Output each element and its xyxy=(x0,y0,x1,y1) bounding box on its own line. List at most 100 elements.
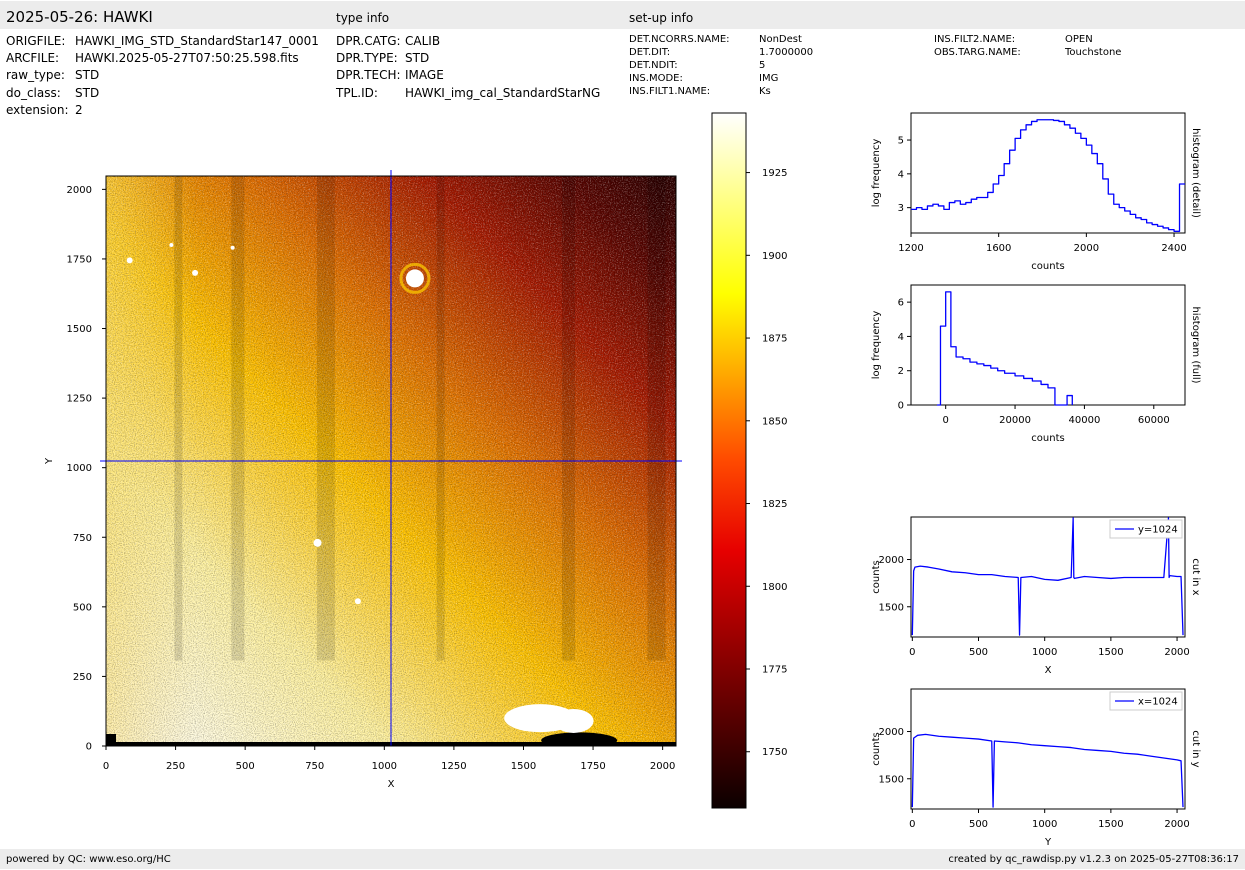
x-tick-label: 1250 xyxy=(441,761,466,772)
y-tick-label: 750 xyxy=(73,533,92,544)
x-tick-label: 2000 xyxy=(650,761,675,772)
x-tick-label: 0 xyxy=(942,415,948,426)
info-key: ARCFILE: xyxy=(6,51,60,65)
info-value: STD xyxy=(405,51,430,65)
y-axis-label: counts xyxy=(871,732,882,765)
info-value: HAWKI.2025-05-27T07:50:25.598.fits xyxy=(75,51,299,65)
x-tick-label: 40000 xyxy=(1069,415,1101,426)
y-tick-label: 1250 xyxy=(67,394,92,405)
y-tick-label: 0 xyxy=(86,742,92,753)
colorbar-tick-label: 1875 xyxy=(762,334,787,345)
y-tick-label: 1750 xyxy=(67,254,92,265)
x-tick-label: 0 xyxy=(909,647,915,658)
x-tick-label: 1500 xyxy=(1098,819,1123,830)
info-value: Ks xyxy=(759,86,771,97)
footer-created: created by qc_rawdisp.py v1.2.3 on 2025-… xyxy=(948,854,1239,865)
right-panel-label: histogram (full) xyxy=(1190,306,1201,383)
colorbar-tick-label: 1900 xyxy=(762,251,787,262)
y-axis-label: Y xyxy=(44,457,55,465)
y-tick-label: 3 xyxy=(898,203,904,214)
y-tick-label: 1500 xyxy=(879,602,904,613)
right-panel-label: histogram (detail) xyxy=(1190,128,1201,218)
plot-frame xyxy=(910,112,1186,234)
x-tick-label: 2000 xyxy=(1164,647,1189,658)
x-tick-label: 1200 xyxy=(898,243,923,254)
x-axis-label: counts xyxy=(1031,261,1064,272)
x-tick-label: 1000 xyxy=(1032,647,1057,658)
info-value: NonDest xyxy=(759,34,802,45)
x-tick-label: 1750 xyxy=(580,761,605,772)
info-key: raw_type: xyxy=(6,68,65,82)
image-stripe xyxy=(316,176,335,661)
info-key: INS.MODE: xyxy=(629,73,683,84)
point-source xyxy=(354,598,361,605)
y-tick-label: 2000 xyxy=(879,727,904,738)
footer-bar xyxy=(0,849,1245,869)
colorbar xyxy=(711,112,747,809)
x-tick-label: 2000 xyxy=(1164,819,1189,830)
type-info-heading: type info xyxy=(336,11,390,25)
histogram-full xyxy=(907,284,1186,409)
info-value: 2 xyxy=(75,103,83,117)
colorbar-tick-label: 1800 xyxy=(762,582,787,593)
right-panel-label: cut in x xyxy=(1190,558,1201,595)
point-source xyxy=(126,257,133,264)
y-tick-label: 4 xyxy=(898,169,904,180)
info-key: DET.DIT: xyxy=(629,47,671,58)
y-axis-label: log frequency xyxy=(871,139,882,208)
info-value: HAWKI_IMG_STD_StandardStar147_0001 xyxy=(75,34,319,48)
setup-info-heading: set-up info xyxy=(629,11,694,25)
colorbar-tick-label: 1775 xyxy=(762,665,787,676)
series-line xyxy=(937,291,1073,406)
info-key: TPL.ID: xyxy=(336,86,378,100)
star-halo xyxy=(399,262,431,294)
info-key: INS.FILT1.NAME: xyxy=(629,86,711,97)
y-tick-label: 250 xyxy=(73,672,92,683)
info-key: DPR.CATG: xyxy=(336,34,401,48)
legend-box xyxy=(1109,519,1183,539)
cut-in-x xyxy=(907,516,1186,641)
x-axis-label: Y xyxy=(1044,837,1052,848)
legend-box xyxy=(1109,691,1183,711)
info-value: 1.7000000 xyxy=(759,47,814,58)
info-key: DET.NDIT: xyxy=(629,60,678,71)
x-tick-label: 60000 xyxy=(1138,415,1170,426)
right-panel-label: cut in y xyxy=(1190,730,1201,767)
x-tick-label: 1500 xyxy=(1098,647,1123,658)
y-tick-label: 2 xyxy=(898,366,904,377)
point-source xyxy=(192,269,199,276)
colorbar-tick-label: 1850 xyxy=(762,416,787,427)
y-axis-label: log frequency xyxy=(871,311,882,380)
x-tick-label: 500 xyxy=(969,819,988,830)
info-value: STD xyxy=(75,86,100,100)
x-tick-label: 2000 xyxy=(1074,243,1099,254)
info-value: STD xyxy=(75,68,100,82)
info-key: DPR.TECH: xyxy=(336,68,401,82)
point-source xyxy=(169,243,174,248)
info-key: DPR.TYPE: xyxy=(336,51,398,65)
x-tick-label: 750 xyxy=(305,761,324,772)
info-value: OPEN xyxy=(1065,34,1093,45)
histogram-detail xyxy=(907,112,1186,237)
colorbar-tick-label: 1925 xyxy=(762,168,787,179)
y-tick-label: 2000 xyxy=(67,185,92,196)
x-tick-label: 1000 xyxy=(1032,819,1057,830)
x-axis-label: X xyxy=(1045,665,1052,676)
star-source xyxy=(405,269,424,288)
y-axis-label: counts xyxy=(871,560,882,593)
info-value: IMG xyxy=(759,73,779,84)
info-key: OBS.TARG.NAME: xyxy=(934,47,1021,58)
image-stripe xyxy=(231,176,245,661)
page-title: 2025-05-26: HAWKI xyxy=(6,8,153,26)
info-value: HAWKI_img_cal_StandardStarNG xyxy=(405,86,601,100)
point-source xyxy=(230,245,235,250)
x-tick-label: 0 xyxy=(909,819,915,830)
y-tick-label: 6 xyxy=(898,298,904,309)
image-stripe xyxy=(562,176,575,661)
series-line xyxy=(911,517,1184,636)
series-line xyxy=(911,733,1184,808)
footer-credit: powered by QC: www.eso.org/HC xyxy=(6,854,171,865)
x-tick-label: 20000 xyxy=(999,415,1031,426)
x-tick-label: 2400 xyxy=(1161,243,1186,254)
